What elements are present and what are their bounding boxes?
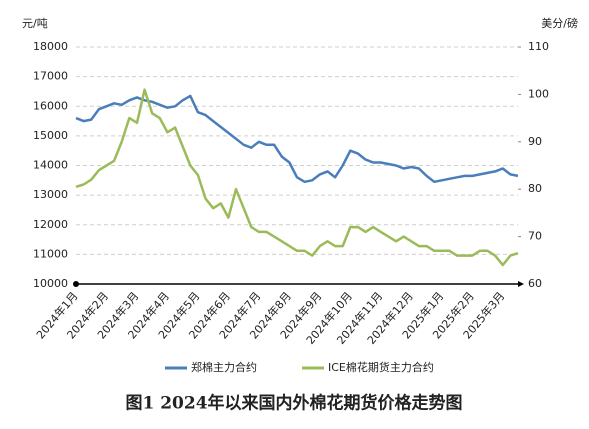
y-tick-label: 12000 [33, 218, 68, 231]
legend-label: ICE棉花期货主力合约 [328, 360, 434, 374]
y2-tick-label: 110 [528, 40, 549, 53]
y-tick-label: 16000 [33, 99, 68, 112]
legend-label: 郑棉主力合约 [191, 360, 257, 374]
y2-tick-label: 60 [528, 277, 542, 290]
y-tick-label: 15000 [33, 129, 68, 142]
y-tick-label: 18000 [33, 40, 68, 53]
y2-tick-label: 70 [528, 230, 542, 243]
y2-tick-label: 100 [528, 87, 549, 100]
y-tick-label: 10000 [33, 277, 68, 290]
y-tick-label: 17000 [33, 70, 68, 83]
y-axis-label: 元/吨 [22, 17, 48, 30]
y-tick-label: 11000 [33, 247, 68, 260]
y-tick-label: 14000 [33, 159, 68, 172]
y2-tick-label: 80 [528, 182, 542, 195]
x-axis-arrow [518, 281, 524, 287]
chart-title: 图1 2024年以来国内外棉花期货价格走势图 [125, 393, 462, 414]
x-axis-origin [73, 281, 79, 287]
series-line [75, 94, 519, 184]
series-line [75, 88, 519, 267]
y-tick-label: 13000 [33, 188, 68, 201]
y2-axis-label: 美分/磅 [541, 16, 578, 30]
y2-tick-label: 90 [528, 135, 542, 148]
